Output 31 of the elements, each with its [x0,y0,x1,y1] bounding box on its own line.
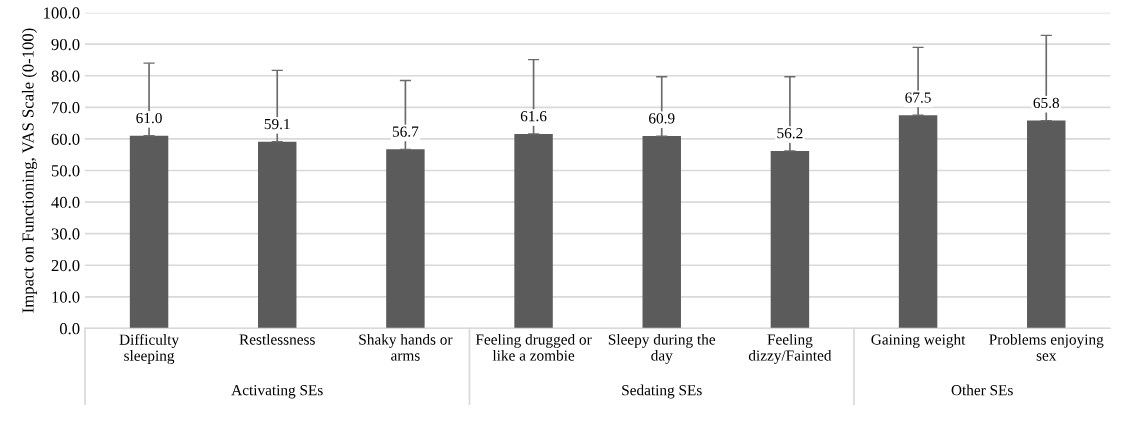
x-tick-label: Difficulty sleeping [119,333,179,365]
data-label: 56.7 [392,126,419,137]
x-tick-label: Problems enjoying sex [989,333,1104,361]
y-tick-label: 100.0 [44,7,80,19]
text: Other SEs [951,384,1013,396]
y-tick-label: 30.0 [51,228,80,240]
y-tick-label: 40.0 [51,196,80,209]
x-tick-label: Gaining weight [871,333,966,348]
x-tick-label: Shaky hands or arms [359,333,453,361]
data-label: 56.2 [777,128,803,139]
y-tick-label: 20.0 [51,259,80,272]
data-label: 67.5 [905,92,931,103]
x-tick-label: Feeling dizzy/Fainted [748,333,832,364]
y-tick-label: 10.0 [52,291,80,303]
y-tick-label: 80.0 [51,70,80,82]
text: Sedating SEs [622,384,702,399]
data-label: 61.0 [136,112,162,124]
y-tick-label: 50.0 [51,165,80,177]
y-tick-label: 90.0 [51,38,80,51]
x-tick-label: Feeling drugged or like a zombie [475,333,592,361]
y-axis-title: Impact on Functioning, VAS Scale (0-100) [21,28,38,313]
x-tick-label: Sleepy during the day [608,333,716,364]
data-label: 59.1 [264,118,290,130]
y-tick-label: 0.0 [59,323,80,335]
y-tick-label: 70.0 [52,102,80,114]
data-label: 61.6 [520,111,547,122]
data-label: 60.9 [649,113,675,124]
x-tick-label: Restlessness [239,333,315,345]
data-label: 65.8 [1033,97,1060,109]
y-tick-label: 60.0 [51,133,80,145]
text: Activating SEs [231,385,323,399]
